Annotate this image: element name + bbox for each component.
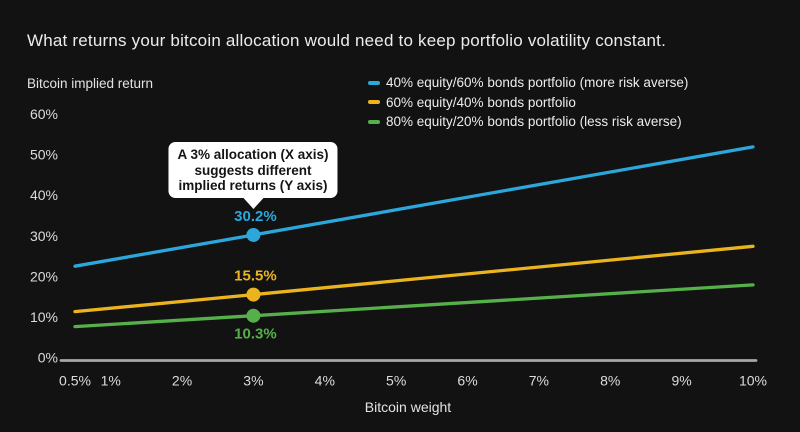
x-tick-label: 8% <box>600 373 620 389</box>
y-tick-label: 60% <box>30 106 58 122</box>
marker-value-label: 30.2% <box>234 208 277 225</box>
x-tick-label: 4% <box>315 373 335 389</box>
y-tick-label: 30% <box>30 228 58 244</box>
annotation-line-1: A 3% allocation (X axis) <box>177 147 329 162</box>
marker-value-label: 15.5% <box>234 268 277 285</box>
marker-dot <box>246 308 261 323</box>
y-tick-label: 0% <box>38 350 58 366</box>
x-tick-label: 10% <box>739 373 767 389</box>
legend-line-swatch <box>368 119 380 124</box>
annotation-callout: A 3% allocation (X axis) suggests differ… <box>168 142 338 208</box>
legend-item-label: 40% equity/60% bonds portfolio (more ris… <box>386 75 689 91</box>
y-tick-label: 20% <box>30 268 58 284</box>
marker-dot <box>246 287 261 302</box>
x-tick-label: 7% <box>529 373 549 389</box>
marker-dot <box>246 227 261 242</box>
x-axis-title: Bitcoin weight <box>364 399 452 415</box>
x-tick-label: 2% <box>172 373 192 389</box>
series-line <box>73 283 755 329</box>
y-axis-title: Bitcoin implied return <box>27 76 154 91</box>
x-tick-label: 3% <box>243 373 263 389</box>
y-tick-label: 40% <box>30 187 58 203</box>
legend: 40% equity/60% bonds portfolio (more ris… <box>368 75 688 130</box>
legend-line-swatch <box>368 80 380 85</box>
series-line <box>73 244 755 314</box>
marker-value-label: 10.3% <box>234 326 277 343</box>
x-tick-label: 9% <box>672 373 692 389</box>
x-tick-label: 6% <box>457 373 477 389</box>
legend-item: 60% equity/40% bonds portfolio <box>368 95 688 111</box>
x-tick-label: 1% <box>101 373 121 389</box>
y-tick-label: 10% <box>30 309 58 325</box>
legend-item: 40% equity/60% bonds portfolio (more ris… <box>368 75 688 91</box>
legend-item-label: 80% equity/20% bonds portfolio (less ris… <box>386 114 682 130</box>
annotation-line-3: implied returns (Y axis) <box>178 178 328 193</box>
y-tick-label: 50% <box>30 147 58 163</box>
annotation-line-2: suggests different <box>194 162 312 178</box>
x-tick-label: 0.5% <box>59 373 91 389</box>
legend-line-swatch <box>368 100 380 105</box>
x-tick-label: 5% <box>386 373 406 389</box>
legend-item: 80% equity/20% bonds portfolio (less ris… <box>368 114 688 130</box>
chart-title: What returns your bitcoin allocation wou… <box>27 31 666 50</box>
legend-item-label: 60% equity/40% bonds portfolio <box>386 94 576 110</box>
